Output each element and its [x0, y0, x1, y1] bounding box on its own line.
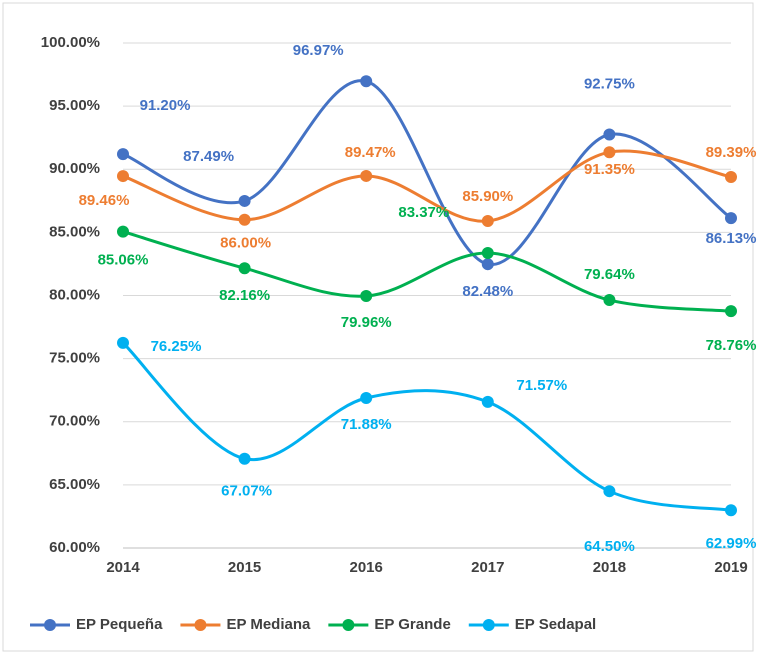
point [603, 294, 616, 307]
point [725, 170, 737, 183]
point [117, 225, 129, 238]
point [603, 128, 616, 141]
data-label: 76.25% [151, 338, 202, 355]
legend-marker [342, 619, 355, 631]
x-tick-label: 2015 [228, 559, 261, 576]
data-label: 86.00% [220, 235, 271, 252]
data-label: 71.88% [341, 416, 392, 433]
y-tick-label: 70.00% [49, 413, 100, 430]
data-label: 85.06% [98, 252, 149, 269]
y-tick-label: 85.00% [49, 223, 100, 240]
y-tick-label: 80.00% [49, 286, 100, 303]
data-label: 89.39% [706, 144, 757, 161]
y-tick-label: 90.00% [49, 160, 100, 177]
data-label: 91.35% [584, 161, 635, 178]
x-tick-label: 2019 [714, 559, 747, 576]
point [603, 485, 616, 498]
x-tick-label: 2017 [471, 559, 504, 576]
legend-label: EP Sedapal [515, 616, 596, 633]
series-line [121, 341, 732, 512]
y-tick-label: 65.00% [49, 476, 100, 493]
point [481, 258, 494, 271]
series-line [122, 230, 732, 313]
point [238, 262, 251, 275]
point [360, 392, 373, 405]
point [117, 336, 129, 349]
data-label: 83.37% [398, 204, 449, 221]
point [360, 75, 373, 88]
y-tick-label: 100.00% [41, 34, 100, 51]
y-tick-label: 95.00% [49, 97, 100, 114]
data-label: 79.96% [341, 314, 392, 331]
data-label: 78.76% [706, 337, 757, 354]
data-label: 96.97% [293, 42, 344, 59]
data-label: 62.99% [706, 535, 757, 552]
legend-label: EP Grande [374, 616, 450, 633]
data-label: 67.07% [221, 483, 272, 500]
chart-border [2, 2, 754, 652]
data-label: 91.20% [140, 97, 191, 114]
y-tick-label: 75.00% [49, 350, 100, 367]
point [725, 504, 737, 517]
series-line [122, 149, 732, 223]
data-label: 82.48% [462, 283, 513, 300]
point [360, 169, 373, 182]
data-label: 87.49% [183, 148, 234, 165]
point [117, 148, 129, 161]
legend-marker [44, 619, 56, 631]
data-label: 82.16% [219, 287, 270, 304]
point [360, 290, 373, 303]
x-tick-label: 2018 [593, 559, 626, 576]
point [725, 212, 737, 225]
x-tick-label: 2016 [350, 559, 383, 576]
point [238, 452, 251, 465]
point [603, 146, 616, 159]
point [238, 213, 251, 226]
point [238, 194, 251, 207]
data-label: 71.57% [516, 377, 567, 394]
data-label: 89.46% [79, 192, 130, 209]
point [117, 170, 129, 183]
data-label: 85.90% [462, 188, 513, 205]
data-label: 79.64% [584, 266, 635, 283]
y-tick-label: 60.00% [49, 539, 100, 556]
data-label: 64.50% [584, 538, 635, 555]
data-label: 89.47% [345, 144, 396, 161]
data-label: 86.13% [706, 230, 757, 247]
point [481, 215, 494, 228]
point [481, 246, 494, 259]
point [725, 305, 737, 318]
legend-label: EP Pequeña [76, 616, 163, 633]
legend-label: EP Mediana [226, 616, 311, 633]
x-tick-label: 2014 [106, 559, 140, 576]
data-label: 92.75% [584, 76, 635, 93]
legend-marker [194, 619, 207, 631]
legend-marker [482, 619, 495, 631]
point [481, 395, 494, 408]
